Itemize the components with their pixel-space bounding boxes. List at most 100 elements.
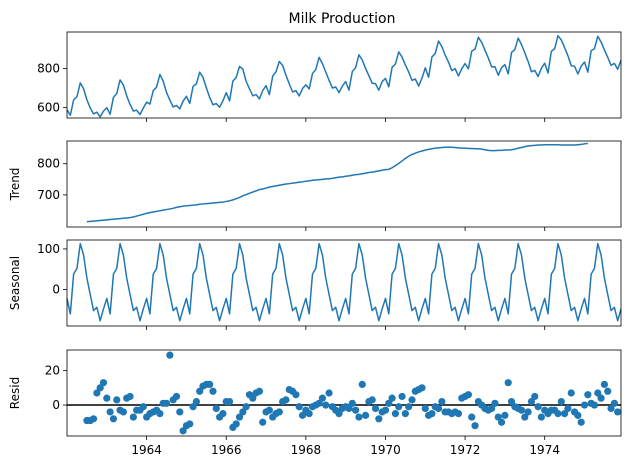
resid-point — [434, 404, 443, 413]
resid-point — [113, 396, 121, 404]
resid-point — [401, 410, 409, 418]
panel-frame — [66, 31, 622, 119]
resid-point — [318, 394, 327, 402]
resid-point — [388, 394, 396, 402]
resid-point — [358, 380, 366, 388]
resid-point — [249, 394, 257, 402]
resid-point — [368, 396, 376, 404]
resid-point — [468, 413, 476, 421]
resid-point — [106, 408, 114, 416]
y-tick-label: 800 — [37, 62, 60, 76]
y-tick-label: 20 — [45, 364, 60, 378]
trend-line — [86, 142, 588, 223]
resid-point — [166, 351, 174, 359]
resid-point — [567, 389, 575, 397]
resid-point — [225, 398, 234, 406]
resid-point — [507, 398, 516, 406]
resid-point — [574, 411, 582, 419]
resid-point — [521, 413, 529, 421]
resid-point — [408, 396, 416, 404]
resid-point — [295, 403, 303, 411]
resid-point — [345, 404, 353, 413]
resid-point — [298, 411, 307, 419]
resid-point — [534, 403, 542, 411]
resid-point — [454, 410, 463, 418]
resid-point — [99, 379, 108, 387]
y-tick-label: 600 — [37, 101, 60, 115]
resid-point — [192, 398, 200, 406]
resid-point — [391, 410, 400, 418]
x-tick-label: 1970 — [370, 443, 401, 457]
resid-point — [315, 399, 323, 407]
figure-title: Milk Production — [289, 11, 396, 27]
resid-point — [580, 401, 589, 409]
resid-point — [292, 391, 300, 399]
resid-point — [219, 410, 227, 418]
y-tick-label: 700 — [37, 188, 60, 202]
x-tick-label: 1968 — [291, 443, 322, 457]
resid-point — [531, 392, 539, 401]
resid-point — [139, 403, 147, 411]
resid-point — [395, 403, 403, 411]
resid-point — [259, 418, 267, 426]
y-tick-label: 0 — [52, 398, 60, 412]
resid-point — [405, 403, 413, 411]
resid-point — [561, 410, 569, 418]
resid-point — [206, 380, 214, 388]
resid-point — [129, 413, 137, 421]
x-tick-label: 1972 — [450, 443, 481, 457]
observed-line — [66, 34, 622, 118]
resid-point — [597, 394, 605, 402]
resid-point — [428, 410, 436, 418]
resid-point — [491, 399, 499, 407]
resid-point — [325, 389, 333, 397]
panel-trend: 700 800 Trend — [8, 140, 622, 231]
resid-point — [607, 404, 615, 413]
panel-frame — [66, 239, 622, 327]
resid-point — [93, 389, 101, 397]
resid-point — [614, 408, 622, 416]
y-tick-label: 800 — [37, 157, 60, 171]
resid-point — [594, 389, 602, 397]
resid-point — [584, 391, 592, 399]
panels: 600 800 700 800 Trend 0 100 Seasonal 0 20 Resid 196… — [8, 31, 622, 457]
resid-point — [537, 413, 545, 421]
panel-frame — [66, 349, 622, 437]
y-tick-label: 0 — [52, 282, 60, 296]
resid-point — [348, 399, 356, 407]
resid-point — [282, 396, 290, 404]
resid-point — [335, 410, 343, 418]
resid-point — [600, 380, 609, 388]
resid-point — [96, 384, 104, 392]
resid-point — [517, 406, 526, 414]
resid-point — [464, 391, 472, 399]
resid-point — [209, 387, 217, 395]
resid-point — [494, 413, 502, 421]
resid-point — [239, 408, 247, 416]
resid-point — [577, 418, 585, 426]
resid-point — [371, 404, 380, 413]
panel-frame — [66, 140, 622, 228]
resid-point — [381, 406, 390, 414]
resid-point — [119, 408, 127, 416]
x-tick-label: 1964 — [131, 443, 162, 457]
resid-point — [375, 415, 383, 423]
resid-point — [242, 403, 250, 411]
resid-point — [385, 399, 393, 407]
resid-point — [109, 415, 118, 423]
seasonal-line — [66, 242, 622, 322]
resid-point — [103, 394, 111, 402]
resid-point — [361, 411, 370, 419]
resid-point — [564, 404, 572, 413]
y-axis-title-resid: Resid — [8, 377, 22, 409]
y-tick-label: 100 — [37, 242, 60, 256]
resid-point — [471, 422, 479, 430]
resid-point — [156, 410, 164, 418]
resid-point — [176, 408, 184, 416]
resid-point — [524, 408, 532, 416]
resid-point — [212, 404, 220, 413]
resid-point — [504, 379, 512, 387]
resid-point — [418, 384, 426, 392]
resid-point — [255, 387, 264, 395]
